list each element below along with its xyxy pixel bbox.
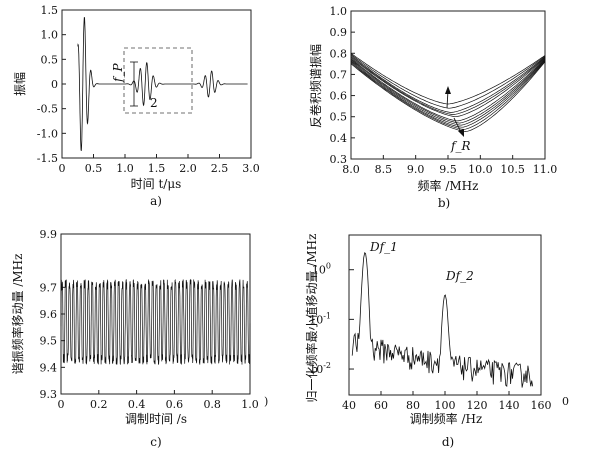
panel-d-xlabel: 调制频率 /Hz <box>410 411 483 426</box>
panel-a-signal-line <box>77 16 248 152</box>
panel-c-xtick-label: 0 <box>58 398 65 411</box>
panel-b-arrow-down-head <box>458 129 464 137</box>
panel-d-ylabel: 归一化频率最小值移动量 /MHz <box>304 234 319 403</box>
panel-a-ytick-label: 0 <box>51 78 58 91</box>
panel-b-xtick-label: 8.5 <box>375 163 393 176</box>
panel-b-xtick-label: 9.0 <box>407 163 425 176</box>
panel-d-xtick-label: 60 <box>374 399 388 412</box>
panel-a-xlabel: 时间 t/μs <box>131 177 182 191</box>
panel-b-spectrum-curve <box>350 53 546 105</box>
panel-c-ytick-label: 9.5 <box>40 335 58 348</box>
panel-a-ytick-label: 0.5 <box>41 53 59 66</box>
panel-b-caption: b) <box>438 196 450 210</box>
panel-b-ytick-label: 0.9 <box>330 26 348 39</box>
panel-d-caption: d) <box>442 435 454 449</box>
panel-a-xtick-label: 1.0 <box>116 162 134 175</box>
panel-b-spectrum-curve <box>350 56 546 115</box>
panel-b-ytick-label: 0.6 <box>330 90 348 103</box>
panel-a-ylabel: 振幅 <box>12 72 27 96</box>
panel-c-xtick-label: 1.0 <box>241 398 259 411</box>
panel-b-ytick-label: 0.5 <box>330 111 348 124</box>
panel-c-xtick-label: 0.6 <box>166 398 184 411</box>
panel-b-spectrum-curve <box>350 59 546 126</box>
panel-a-xtick-label: 0.5 <box>85 162 103 175</box>
panel-c-signal-line <box>60 278 251 366</box>
panel-b-spectrum-curve <box>350 54 546 109</box>
panel-a: 0 0.5 1.0 1.5 2.0 2.5 3.0 1.5 1.0 0.5 0 -0.5 -1.0 -1.… <box>12 4 260 208</box>
panel-b-spectrum-curve <box>350 58 546 124</box>
panel-a-xtick-label: 1.5 <box>148 162 166 175</box>
panel-b-xtick-label: 10.0 <box>468 163 493 176</box>
panel-a-ytick-label: -1.0 <box>37 127 58 140</box>
panel-c-caption: c) <box>150 435 161 449</box>
panel-b-frame <box>350 10 546 160</box>
panel-b-spectrum-curve <box>350 58 546 122</box>
panel-d-xtick-label: 100 <box>435 399 456 412</box>
panel-d-xtick-label: 160 <box>531 399 552 412</box>
panel-b-spectrum-curve <box>350 61 546 132</box>
panel-b-ytick-label: 0.4 <box>330 132 348 145</box>
panel-d-annotation-df1: Df_1 <box>369 240 398 254</box>
panel-b-ytick-label: 1.0 <box>330 5 348 18</box>
panel-d-frame <box>348 234 542 396</box>
panel-c-xtick-label: 0.8 <box>203 398 221 411</box>
panel-b-spectrum-curve <box>350 55 546 113</box>
panel-b-xtick-label: 11.0 <box>533 163 558 176</box>
panel-a-ytick-label: -0.5 <box>37 103 58 116</box>
panel-d-xtick-label: 120 <box>467 399 488 412</box>
panel-c: 0 0.2 0.4 0.6 0.8 1.0 9.9 9.7 9.6 9.5 9.4 9.3 谐振频率移… <box>10 228 268 449</box>
panel-c-ytick-label: 9.7 <box>40 281 58 294</box>
panel-c-xtick-label: 0.2 <box>90 398 108 411</box>
panel-b-xtick-label: 8.0 <box>342 163 360 176</box>
panel-c-ytick-label: 9.6 <box>40 308 58 321</box>
panel-c-ytick-label: 9.9 <box>40 228 58 241</box>
panel-a-zoom-box <box>123 47 193 114</box>
panel-d-spectrum-line <box>351 252 534 388</box>
panel-b: 8.0 8.5 9.0 9.5 10.0 10.5 11.0 1.0 0.9 0.8 0.7 0.6 0… <box>308 5 557 210</box>
panel-b-xtick-label: 9.5 <box>439 163 457 176</box>
panel-a-annotation-2: 2 <box>150 96 158 110</box>
panel-c-ytick-label: 9.3 <box>40 388 58 401</box>
panel-d-xtick-label: 80 <box>406 399 420 412</box>
panel-a-ytick-label: 1.0 <box>41 29 59 42</box>
panel-a-annotation-fp: f_P <box>111 63 125 83</box>
panel-b-spectrum-curve <box>350 57 546 118</box>
panel-a-xtick-label: 0 <box>59 162 66 175</box>
panel-b-spectrum-curve <box>350 60 546 128</box>
panel-b-ytick-label: 0.7 <box>330 68 348 81</box>
panel-c-xtick-label: 0.4 <box>128 398 146 411</box>
panel-b-spectrum-curve <box>350 60 546 130</box>
panel-c-xlabel: 调制时间 /s <box>125 412 187 426</box>
panel-a-xtick-label: 2.5 <box>211 162 229 175</box>
panel-d-annotation-df2: Df_2 <box>445 269 474 283</box>
panel-c-stray-mark: ) <box>264 395 268 408</box>
panel-d-xtick-label: 40 <box>342 399 356 412</box>
panel-b-annotation-fr: f_R <box>450 139 470 153</box>
panel-a-ytick-label: -1.5 <box>37 152 58 165</box>
panel-b-ytick-label: 0.8 <box>330 47 348 60</box>
panel-a-caption: a) <box>150 194 162 208</box>
panel-b-ylabel: 反卷积频谱振幅 <box>308 44 323 128</box>
panel-b-arrow-up-head <box>445 86 451 94</box>
panel-a-xtick-label: 2.0 <box>179 162 197 175</box>
panel-d-stray-mark: 0 <box>562 395 569 408</box>
panel-b-xlabel: 频率 /MHz <box>418 178 479 193</box>
panel-b-xtick-label: 10.5 <box>500 163 525 176</box>
panel-c-ylabel: 谐振频率移动量 /MHz <box>10 254 25 375</box>
panel-c-ytick-label: 9.4 <box>40 361 58 374</box>
panel-d-xtick-label: 140 <box>499 399 520 412</box>
panel-a-xtick-label: 3.0 <box>242 162 260 175</box>
panel-b-ytick-label: 0.3 <box>330 153 348 166</box>
panel-a-ytick-label: 1.5 <box>41 4 59 17</box>
